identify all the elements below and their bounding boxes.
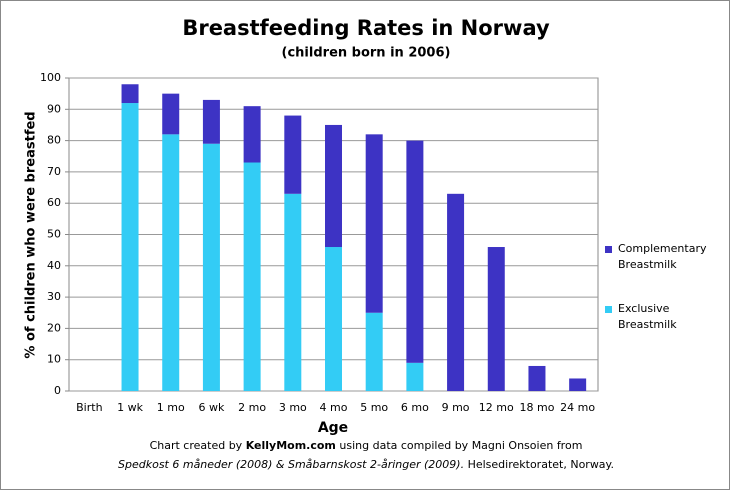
- bar-segment: [284, 115, 302, 194]
- y-tick-label: 100: [40, 71, 61, 84]
- source-line: Chart created by KellyMom.com using data…: [1, 439, 729, 452]
- bar-segment: [243, 106, 261, 163]
- x-tick-label: 3 mo: [279, 401, 307, 414]
- bar-segment: [487, 247, 505, 391]
- bar-segment: [365, 312, 383, 391]
- x-tick-label: 9 mo: [442, 401, 470, 414]
- x-tick-label: 2 mo: [238, 401, 266, 414]
- source-line: Spedkost 6 måneder (2008) & Småbarnskost…: [1, 458, 729, 471]
- y-tick-label: 50: [47, 228, 61, 241]
- bar-segment: [162, 93, 180, 135]
- chart-subtitle: (children born in 2006): [282, 46, 451, 61]
- bar-segment: [121, 84, 139, 104]
- bar-segment: [447, 193, 465, 391]
- chart-title: Breastfeeding Rates in Norway: [182, 16, 550, 40]
- legend-entry: Exclusive Breastmilk: [605, 301, 725, 333]
- y-tick-label: 90: [47, 102, 61, 115]
- bar-segment: [162, 134, 180, 391]
- bar-segment: [569, 378, 587, 391]
- y-tick-label: 20: [47, 321, 61, 334]
- x-tick-label: 12 mo: [479, 401, 514, 414]
- bar-segment: [202, 99, 220, 144]
- x-tick-label: 24 mo: [560, 401, 595, 414]
- y-tick-label: 30: [47, 290, 61, 303]
- source-text: Chart created by: [149, 439, 246, 452]
- bar-segment: [365, 134, 383, 313]
- bar-segment: [202, 143, 220, 391]
- x-tick-label: 1 mo: [157, 401, 185, 414]
- legend-label: Complementary Breastmilk: [618, 242, 707, 271]
- x-tick-label: 4 mo: [320, 401, 348, 414]
- legend-label: Exclusive Breastmilk: [618, 302, 677, 331]
- source-text: using data compiled by Magni Onsoien fro…: [335, 439, 583, 452]
- x-tick-label: 18 mo: [519, 401, 554, 414]
- y-axis-label: % of children who were breastfed: [24, 111, 39, 358]
- x-tick-label: 1 wk: [117, 401, 143, 414]
- bar-segment: [284, 193, 302, 391]
- bar-segment: [243, 162, 261, 391]
- y-tick-label: 80: [47, 134, 61, 147]
- x-tick-label: 5 mo: [360, 401, 388, 414]
- legend-entry: Complementary Breastmilk: [605, 241, 725, 273]
- source-text: Spedkost 6 måneder (2008) & Småbarnskost…: [118, 458, 465, 471]
- y-tick-label: 10: [47, 353, 61, 366]
- bar-segment: [406, 362, 424, 391]
- x-axis-label: Age: [318, 420, 348, 436]
- source-link: KellyMom.com: [245, 439, 336, 452]
- bar-segment: [121, 103, 139, 391]
- y-tick-label: 70: [47, 165, 61, 178]
- bar-segment: [406, 140, 424, 363]
- bar-segment: [325, 124, 342, 248]
- y-tick-label: 60: [47, 196, 61, 209]
- y-tick-label: 40: [47, 259, 61, 272]
- x-tick-label: 6 wk: [198, 401, 224, 414]
- bar-segment: [528, 365, 546, 391]
- y-tick-label: 0: [54, 384, 61, 397]
- x-tick-label: 6 mo: [401, 401, 429, 414]
- legend-swatch: [605, 246, 612, 253]
- bar-segment: [325, 247, 342, 391]
- x-tick-label: Birth: [76, 401, 102, 414]
- legend-swatch: [605, 306, 612, 313]
- source-text: Helsedirektoratet, Norway.: [464, 458, 614, 471]
